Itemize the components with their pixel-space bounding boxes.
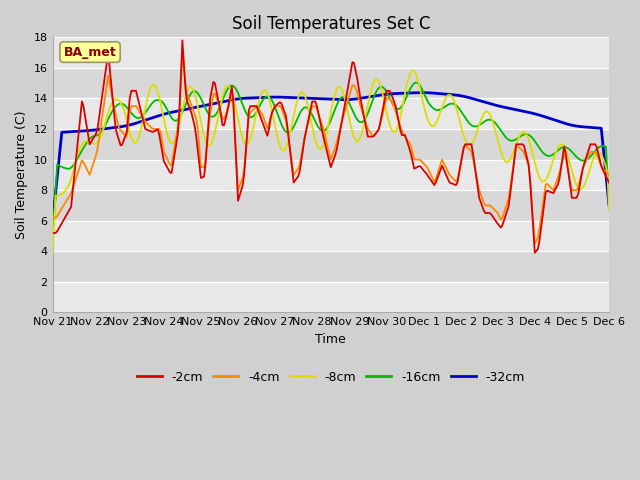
Title: Soil Temperatures Set C: Soil Temperatures Set C: [232, 15, 430, 33]
Bar: [52, 159, 609, 190]
X-axis label: Time: Time: [316, 333, 346, 346]
Bar: [52, 129, 609, 159]
Text: BA_met: BA_met: [63, 46, 116, 59]
Bar: [52, 251, 609, 282]
Y-axis label: Soil Temperature (C): Soil Temperature (C): [15, 110, 28, 239]
Bar: [52, 68, 609, 98]
Bar: [52, 98, 609, 129]
Legend: -2cm, -4cm, -8cm, -16cm, -32cm: -2cm, -4cm, -8cm, -16cm, -32cm: [132, 366, 530, 389]
Bar: [52, 221, 609, 251]
Bar: [52, 282, 609, 312]
Bar: [52, 190, 609, 221]
Bar: [52, 37, 609, 68]
